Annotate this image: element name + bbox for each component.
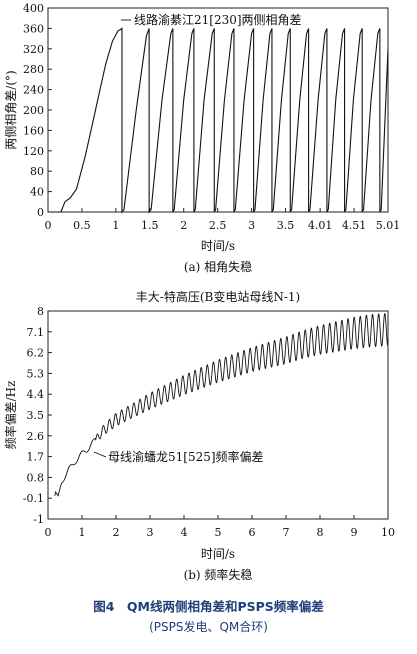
- y-tick-label: 360: [23, 22, 44, 35]
- y-tick-label: 0: [37, 206, 44, 219]
- x-tick-label: 1: [112, 219, 119, 232]
- x-tick-label: 9: [351, 526, 358, 539]
- y-tick-label: 8: [37, 305, 44, 318]
- x-tick-label: 2.5: [209, 219, 227, 232]
- y-tick-label: 80: [30, 165, 44, 178]
- x-tick-label: 3.5: [277, 219, 295, 232]
- plot-frame: [47, 310, 389, 520]
- y-tick-label: 6.2: [27, 347, 45, 360]
- y-tick-label: 400: [23, 2, 44, 15]
- y-tick-label: 1.7: [27, 451, 45, 464]
- x-tick-label: 3: [147, 526, 154, 539]
- x-axis-label: 时间/s: [201, 547, 235, 561]
- y-tick-label: -0.1: [23, 492, 44, 505]
- annotation-leader: [93, 451, 107, 458]
- frequency-series-line: [54, 312, 389, 497]
- x-tick-label: 5: [215, 526, 222, 539]
- x-tick-label: 0: [45, 219, 52, 232]
- figure-caption-title: 图4 QM线两侧相角差和PSPS频率偏差: [93, 599, 324, 614]
- x-tick-label: 1.5: [141, 219, 159, 232]
- y-tick-label: 0.8: [27, 471, 45, 484]
- y-tick-label: 2.6: [27, 430, 45, 443]
- y-tick-label: 3.5: [27, 409, 45, 422]
- x-tick-label: 4: [181, 526, 188, 539]
- y-tick-label: 5.3: [27, 367, 45, 380]
- frequency-chart: 丰大-特高压(B变电站母线N-1) -1 -0.1 0.8 1.7 2.6 3.5 4.4 5…: [3, 289, 395, 582]
- x-tick-label: 5.01: [376, 219, 401, 232]
- x-tick-label: 4.01: [308, 219, 333, 232]
- x-axis-label: 时间/s: [201, 239, 235, 253]
- y-tick-label: 280: [23, 63, 44, 76]
- y-tick-label: 40: [30, 186, 44, 199]
- x-tick-label: 2: [113, 526, 120, 539]
- x-tick-label: 4.51: [342, 219, 367, 232]
- x-tick-label: 6: [249, 526, 256, 539]
- y-ticks: -1 -0.1 0.8 1.7 2.6 3.5 4.4 5.3 6.2 7.1 8: [23, 305, 52, 526]
- x-ticks: 0 1 2 3 4 5 6 7 8 9 10: [45, 515, 395, 539]
- phase-angle-series-line: [48, 27, 389, 214]
- series-annotation: 母线渝蟠龙51[525]频率偏差: [108, 449, 264, 464]
- x-tick-label: 0.5: [73, 219, 91, 232]
- x-tick-label: 0: [45, 526, 52, 539]
- y-axis-label: 两侧相角差/(°): [4, 70, 18, 149]
- panel-label: (a) 相角失稳: [184, 259, 252, 274]
- x-ticks: 0 0.5 1 1.5 2 2.5 3 3.5 4.01 4.51 5.01: [45, 208, 401, 232]
- y-tick-label: 200: [23, 104, 44, 117]
- series-annotation: 线路渝綦江21[230]两侧相角差: [134, 12, 302, 27]
- y-tick-label: 240: [23, 84, 44, 97]
- phase-angle-chart: 0 40 80 120 160 200 240 280 320 360 400 0 0.5 1 1.5 2 2…: [4, 2, 400, 274]
- y-tick-label: 7.1: [27, 326, 45, 339]
- x-tick-label: 8: [317, 526, 324, 539]
- y-tick-label: 320: [23, 43, 44, 56]
- y-ticks: 0 40 80 120 160 200 240 280 320 360 400: [23, 2, 52, 219]
- y-tick-label: -1: [33, 513, 44, 526]
- y-tick-label: 160: [23, 124, 44, 137]
- panel-label: (b) 频率失稳: [184, 567, 253, 582]
- y-tick-label: 120: [23, 145, 44, 158]
- x-tick-label: 7: [283, 526, 290, 539]
- y-axis-label: 频率偏差/Hz: [3, 381, 18, 450]
- figure-caption-subtitle: (PSPS发电、QM合环): [149, 620, 268, 634]
- chart-title: 丰大-特高压(B变电站母线N-1): [136, 289, 300, 304]
- x-tick-label: 10: [381, 526, 395, 539]
- x-tick-label: 2: [180, 219, 187, 232]
- y-tick-label: 4.4: [27, 388, 45, 401]
- x-tick-label: 1: [79, 526, 86, 539]
- x-tick-label: 3: [248, 219, 255, 232]
